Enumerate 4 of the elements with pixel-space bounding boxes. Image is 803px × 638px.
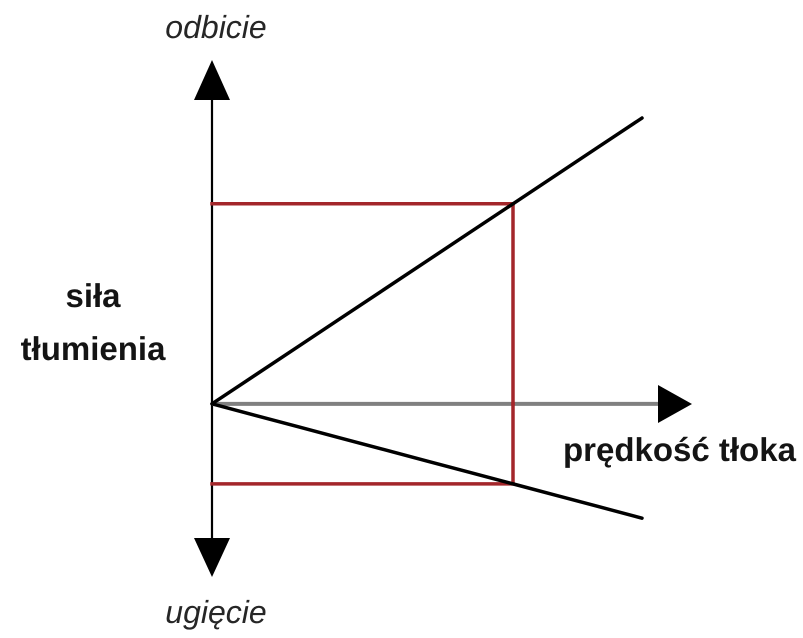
text: odbicie [165,9,267,45]
y-axis-title: siła tłumienia [20,276,167,369]
x-axis-title: prędkość tłoka [563,431,796,468]
text: ugięcie [165,594,267,630]
